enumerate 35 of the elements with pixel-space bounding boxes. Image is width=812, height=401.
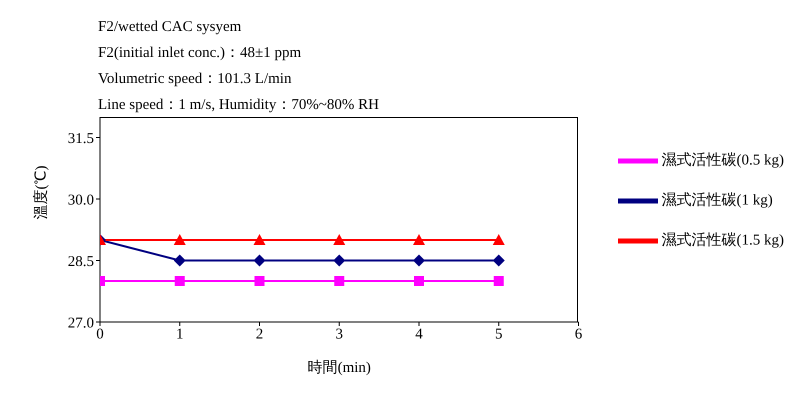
point [492,254,505,266]
point [334,276,344,286]
x-tick-label: 1 [176,326,184,343]
point [413,234,425,245]
point [414,276,424,286]
point [413,254,425,266]
point [254,234,266,245]
y-tick-label: 31.5 [68,130,94,147]
point [254,254,266,266]
x-tick-label: 2 [256,326,264,343]
text: Volumetric speed：101.3 L/min [98,70,292,89]
y-tick-label: 27.0 [68,315,94,332]
point [333,254,346,266]
y-tick-label: 28.5 [68,254,94,270]
text: F2/wetted CAC sysyem [98,18,242,37]
x-tick-label: 0 [96,326,104,343]
x-tick-label: 4 [415,326,424,343]
x-tick-label: 3 [336,326,343,343]
y-tick-label: 30.0 [68,192,94,208]
legend-label: 濕式活性碳(0.5 kg) [662,152,784,168]
text: F2(initial inlet conc.)：48±1 ppm [98,44,302,63]
point [492,234,505,245]
y-axis-title: 溫度(℃) [32,166,50,220]
point [174,254,186,266]
legend-label: 濕式活性碳(1.5 kg) [662,232,784,248]
point [494,276,504,286]
point [174,234,186,245]
text: Line speed：1 m/s, Humidity：70%~80% RH [98,96,380,115]
legend-label: 濕式活性碳(1 kg) [662,192,773,208]
x-tick-label: 6 [574,326,583,343]
point [333,234,346,245]
point [174,276,185,286]
x-tick-label: 5 [495,326,502,343]
point [254,276,264,286]
x-axis-title: 時間(min) [308,359,371,376]
